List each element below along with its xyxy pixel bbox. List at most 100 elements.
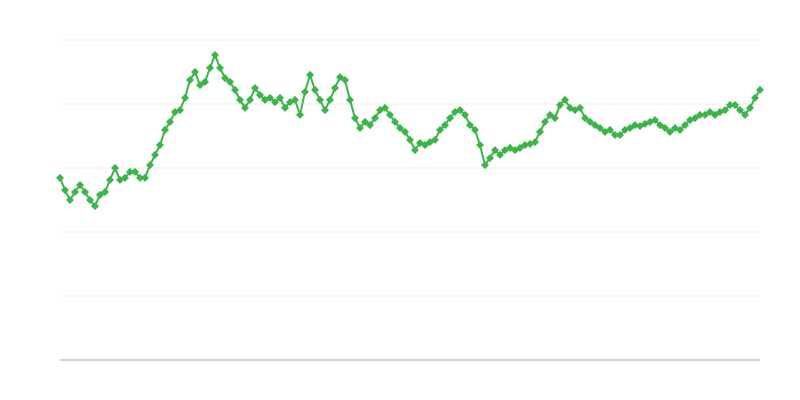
data-point [371,114,379,123]
data-point [191,68,199,76]
data-point [111,164,119,172]
data-point [186,76,194,84]
data-point [66,196,74,204]
data-point [76,180,84,189]
data-point [366,121,374,130]
data-point [666,127,674,136]
data-point [386,110,394,119]
data-point [61,186,69,195]
data-point [691,114,699,123]
data-point [136,173,144,182]
data-point [546,110,554,119]
data-point [166,117,174,126]
data-point [291,95,299,104]
data-point [456,106,464,115]
data-point [246,95,254,104]
data-point [696,110,704,119]
data-point [196,81,204,90]
data-point [536,127,544,136]
data-point [661,124,669,132]
data-point [311,85,319,94]
data-point [91,202,99,211]
data-point [56,173,64,182]
data-point [441,121,449,130]
data-point [496,150,504,159]
data-point [551,114,559,123]
data-point [651,116,659,124]
data-point [101,188,109,196]
data-point [466,121,474,130]
data-point [631,121,639,130]
data-point [301,87,309,96]
data-point [226,77,234,86]
data-point [206,63,214,72]
data-point [361,117,369,126]
data-point [681,121,689,130]
data-point [326,95,334,104]
data-point [541,117,549,126]
data-point [81,188,89,196]
data-point [751,93,759,102]
data-point [356,124,364,132]
data-point [201,77,209,86]
data-point [481,161,489,170]
data-point [596,124,604,132]
data-point [726,100,734,109]
data-point [271,98,279,107]
data-point [486,154,494,163]
data-point [721,106,729,115]
data-point [401,127,409,136]
data-point [281,103,289,112]
data-point [151,150,159,159]
data-point [231,85,239,94]
data-point [491,146,499,155]
data-point [736,106,744,115]
data-point [446,114,454,123]
data-point [521,140,529,149]
data-point [316,95,324,104]
data-point [331,84,339,92]
data-point [436,125,444,134]
data-point [86,196,94,204]
data-point [431,135,439,144]
data-point [306,70,314,79]
data-point [741,110,749,119]
data-point [321,106,329,115]
data-point [406,135,414,144]
data-point [146,161,154,170]
data-point [141,173,149,182]
data-point [476,140,484,149]
data-point [556,100,564,109]
data-point [121,173,129,182]
data-point [561,95,569,104]
data-point [756,85,764,94]
data-point [211,51,219,60]
data-point [346,95,354,104]
data-point [156,140,164,149]
data-point [351,114,359,123]
data-point [256,91,264,100]
data-point [586,117,594,126]
data-point [731,100,739,109]
data-point [746,103,754,112]
data-point [341,76,349,84]
data-point [381,103,389,112]
data-point [266,93,274,102]
data-point [276,93,284,102]
data-point [181,93,189,102]
data-point [241,103,249,112]
data-point [236,95,244,104]
data-point [126,167,134,176]
data-point [411,146,419,155]
data-point [616,131,624,140]
data-point [606,125,614,134]
data-point [391,117,399,126]
data-point [581,114,589,123]
data-point [531,138,539,147]
data-point [461,110,469,119]
data-point [216,63,224,72]
data-point [161,125,169,134]
data-point [251,84,259,92]
data-point [576,103,584,112]
